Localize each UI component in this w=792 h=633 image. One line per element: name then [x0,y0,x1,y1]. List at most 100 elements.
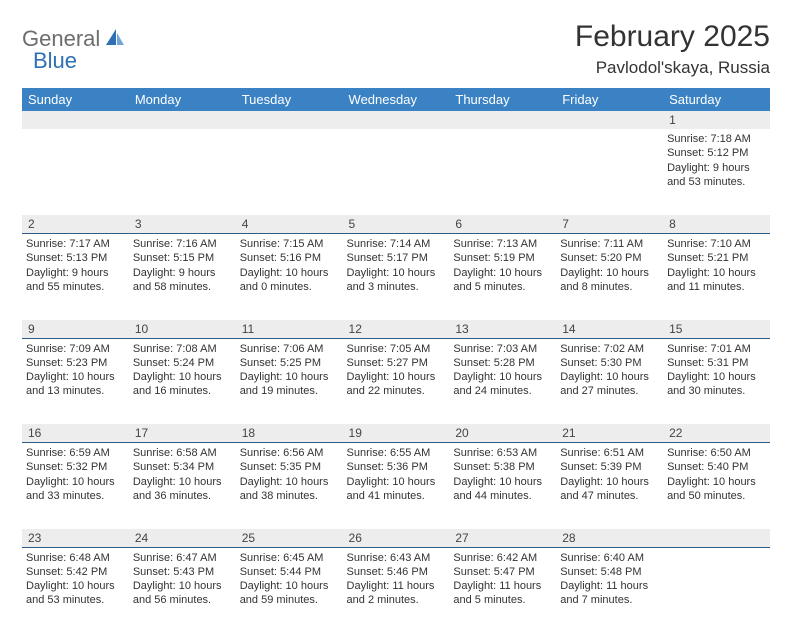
sunset: Sunset: 5:44 PM [240,565,339,579]
daylight-line1: Daylight: 10 hours [453,475,552,489]
daynum-cell: 4 [236,215,343,234]
daylight-line2: and 56 minutes. [133,593,232,607]
month-title: February 2025 [575,20,770,54]
calendar-head: SundayMondayTuesdayWednesdayThursdayFrid… [22,88,770,111]
daynum-row: 1 [22,111,770,129]
daynum-cell: 14 [556,320,663,339]
logo-text-blue: Blue [33,48,77,73]
daynum-row: 16171819202122 [22,424,770,443]
day-cell: Sunrise: 7:01 AMSunset: 5:31 PMDaylight:… [663,338,770,424]
daynum-cell [556,111,663,129]
day-content: Sunrise: 7:16 AMSunset: 5:15 PMDaylight:… [133,237,232,294]
daynum-cell: 1 [663,111,770,129]
daynum-cell: 20 [449,424,556,443]
daynum-cell: 2 [22,215,129,234]
daynum-cell [22,111,129,129]
day-cell: Sunrise: 7:17 AMSunset: 5:13 PMDaylight:… [22,234,129,320]
day-cell: Sunrise: 6:58 AMSunset: 5:34 PMDaylight:… [129,443,236,529]
sunrise: Sunrise: 7:18 AM [667,132,766,146]
sunrise: Sunrise: 6:42 AM [453,551,552,565]
daylight-line1: Daylight: 10 hours [240,579,339,593]
location: Pavlodol'skaya, Russia [575,58,770,78]
daylight-line2: and 33 minutes. [26,489,125,503]
daynum-cell [129,111,236,129]
day-cell: Sunrise: 7:18 AMSunset: 5:12 PMDaylight:… [663,129,770,215]
day-content: Sunrise: 7:10 AMSunset: 5:21 PMDaylight:… [667,237,766,294]
daylight-line2: and 24 minutes. [453,384,552,398]
daylight-line1: Daylight: 10 hours [240,370,339,384]
sunrise: Sunrise: 7:06 AM [240,342,339,356]
daynum-cell: 17 [129,424,236,443]
sunrise: Sunrise: 6:50 AM [667,446,766,460]
daynum-cell: 16 [22,424,129,443]
sunset: Sunset: 5:42 PM [26,565,125,579]
day-cell: Sunrise: 6:50 AMSunset: 5:40 PMDaylight:… [663,443,770,529]
daynum-cell: 15 [663,320,770,339]
daynum-cell: 12 [343,320,450,339]
daynum-cell: 6 [449,215,556,234]
sunset: Sunset: 5:35 PM [240,460,339,474]
sunset: Sunset: 5:25 PM [240,356,339,370]
daynum-row: 232425262728 [22,529,770,548]
sunrise: Sunrise: 6:40 AM [560,551,659,565]
day-header: Wednesday [343,88,450,111]
day-cell: Sunrise: 6:51 AMSunset: 5:39 PMDaylight:… [556,443,663,529]
daynum-cell: 26 [343,529,450,548]
day-content: Sunrise: 6:59 AMSunset: 5:32 PMDaylight:… [26,446,125,503]
daynum-cell [663,529,770,548]
day-content: Sunrise: 7:06 AMSunset: 5:25 PMDaylight:… [240,342,339,399]
sunrise: Sunrise: 6:58 AM [133,446,232,460]
daynum-cell: 27 [449,529,556,548]
sunrise: Sunrise: 6:55 AM [347,446,446,460]
daylight-line2: and 36 minutes. [133,489,232,503]
daynum-cell: 21 [556,424,663,443]
day-header: Friday [556,88,663,111]
daylight-line2: and 50 minutes. [667,489,766,503]
sunrise: Sunrise: 7:17 AM [26,237,125,251]
daynum-cell: 19 [343,424,450,443]
daylight-line1: Daylight: 10 hours [26,475,125,489]
daylight-line1: Daylight: 9 hours [667,161,766,175]
daylight-line2: and 2 minutes. [347,593,446,607]
daylight-line2: and 3 minutes. [347,280,446,294]
sunrise: Sunrise: 6:53 AM [453,446,552,460]
daynum-cell [343,111,450,129]
day-content: Sunrise: 6:58 AMSunset: 5:34 PMDaylight:… [133,446,232,503]
daynum-cell: 24 [129,529,236,548]
day-content: Sunrise: 7:17 AMSunset: 5:13 PMDaylight:… [26,237,125,294]
sunrise: Sunrise: 6:59 AM [26,446,125,460]
sunset: Sunset: 5:21 PM [667,251,766,265]
day-content: Sunrise: 6:48 AMSunset: 5:42 PMDaylight:… [26,551,125,608]
calendar-body: 1Sunrise: 7:18 AMSunset: 5:12 PMDaylight… [22,111,770,633]
day-content: Sunrise: 7:02 AMSunset: 5:30 PMDaylight:… [560,342,659,399]
day-cell: Sunrise: 6:55 AMSunset: 5:36 PMDaylight:… [343,443,450,529]
sunset: Sunset: 5:34 PM [133,460,232,474]
day-cell: Sunrise: 6:47 AMSunset: 5:43 PMDaylight:… [129,547,236,633]
sunrise: Sunrise: 7:01 AM [667,342,766,356]
daylight-line2: and 30 minutes. [667,384,766,398]
daylight-line2: and 16 minutes. [133,384,232,398]
day-content: Sunrise: 6:45 AMSunset: 5:44 PMDaylight:… [240,551,339,608]
week-row: Sunrise: 7:17 AMSunset: 5:13 PMDaylight:… [22,234,770,320]
day-header: Sunday [22,88,129,111]
sunrise: Sunrise: 6:56 AM [240,446,339,460]
daynum-cell: 3 [129,215,236,234]
daylight-line2: and 38 minutes. [240,489,339,503]
week-row: Sunrise: 6:48 AMSunset: 5:42 PMDaylight:… [22,547,770,633]
day-cell [449,129,556,215]
daylight-line1: Daylight: 10 hours [560,266,659,280]
sunset: Sunset: 5:31 PM [667,356,766,370]
day-cell: Sunrise: 7:11 AMSunset: 5:20 PMDaylight:… [556,234,663,320]
sunset: Sunset: 5:47 PM [453,565,552,579]
day-content: Sunrise: 6:50 AMSunset: 5:40 PMDaylight:… [667,446,766,503]
daylight-line2: and 41 minutes. [347,489,446,503]
day-cell: Sunrise: 6:56 AMSunset: 5:35 PMDaylight:… [236,443,343,529]
daylight-line2: and 55 minutes. [26,280,125,294]
day-content: Sunrise: 6:40 AMSunset: 5:48 PMDaylight:… [560,551,659,608]
sunset: Sunset: 5:27 PM [347,356,446,370]
day-cell: Sunrise: 7:03 AMSunset: 5:28 PMDaylight:… [449,338,556,424]
daynum-cell: 22 [663,424,770,443]
day-cell: Sunrise: 7:15 AMSunset: 5:16 PMDaylight:… [236,234,343,320]
sunset: Sunset: 5:46 PM [347,565,446,579]
day-cell [22,129,129,215]
